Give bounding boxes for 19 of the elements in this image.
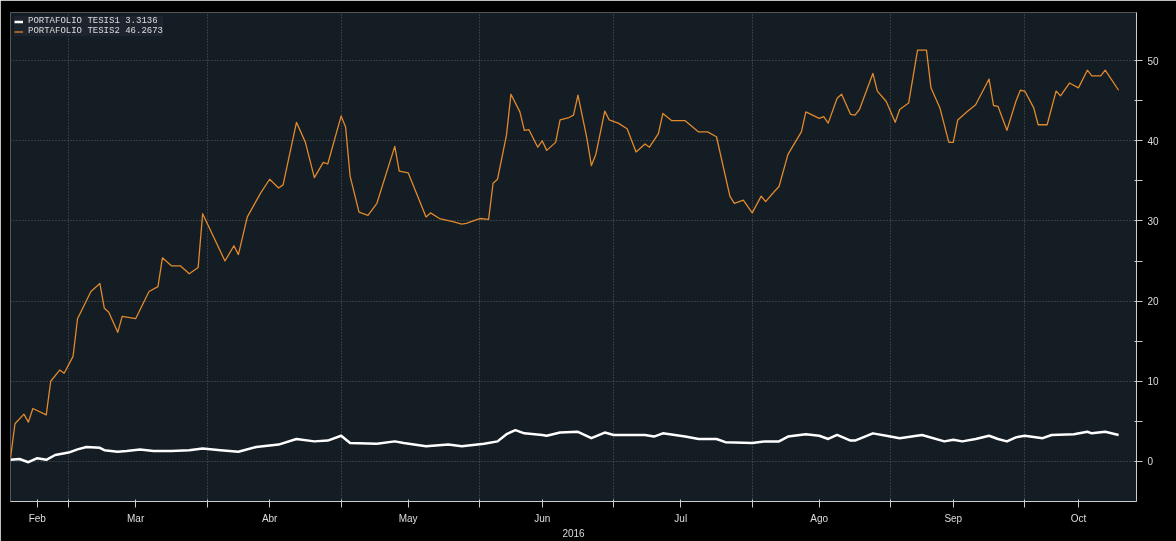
x-tick-label: Ago: [810, 512, 829, 524]
x-tick-label: Mar: [127, 512, 145, 524]
y-tick-label: 20: [1147, 296, 1160, 308]
y-tick-label: 40: [1147, 135, 1160, 147]
x-tick-label: Feb: [28, 512, 47, 524]
x-tick-label: Jun: [534, 512, 551, 524]
x-tick-label: Jul: [674, 512, 688, 524]
x-tick-label: Abr: [261, 512, 279, 524]
legend-label: PORTAFOLIO TESIS1 3.3136: [28, 16, 158, 26]
y-tick-label: 0: [1147, 456, 1154, 468]
legend-label: PORTAFOLIO TESIS2 46.2673: [28, 26, 164, 36]
x-tick-label: Sep: [944, 512, 963, 524]
line-series: [10, 428, 1120, 464]
x-tick-label: May: [398, 512, 418, 524]
x-tick-label: Oct: [1070, 512, 1087, 524]
y-tick-label: 10: [1147, 376, 1160, 388]
x-axis-title: 2016: [562, 527, 586, 539]
y-tick-label: 50: [1147, 55, 1160, 67]
y-tick-label: 30: [1147, 215, 1160, 227]
